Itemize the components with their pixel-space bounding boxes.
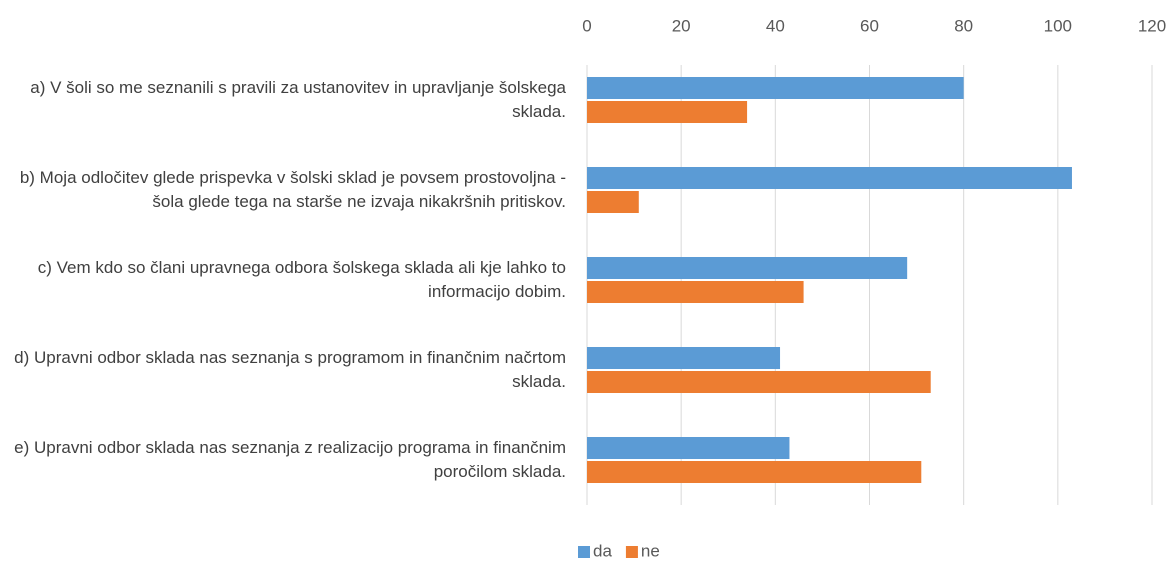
bar: [587, 77, 964, 99]
legend-swatch: [578, 546, 590, 558]
bar: [587, 257, 908, 279]
x-tick-label: 40: [766, 16, 785, 35]
category-label: d) Upravni odbor sklada nas seznanja s p…: [14, 348, 566, 391]
legend-swatch: [625, 546, 638, 558]
category-label: a) V šoli so me seznanili s pravili za u…: [30, 78, 566, 121]
x-tick-label: 20: [672, 16, 691, 35]
bar: [587, 437, 790, 459]
category-label: c) Vem kdo so člani upravnega odbora šol…: [37, 258, 566, 301]
category-label: e) Upravni odbor sklada nas seznanja z r…: [14, 438, 566, 481]
category-label: b) Moja odločitev glede prispevka v šols…: [19, 168, 566, 211]
x-tick-label: 80: [954, 16, 973, 35]
bar: [587, 281, 804, 303]
legend-label: da: [593, 541, 612, 560]
legend-label: ne: [641, 541, 660, 560]
x-tick-label: 0: [582, 16, 591, 35]
bar: [587, 191, 639, 213]
x-tick-label: 100: [1044, 16, 1072, 35]
bar: [587, 347, 781, 369]
bar: [587, 461, 922, 483]
bar: [587, 371, 931, 393]
bar: [587, 167, 1072, 189]
bar: [587, 101, 748, 123]
x-tick-label: 120: [1138, 16, 1166, 35]
x-tick-label: 60: [860, 16, 879, 35]
